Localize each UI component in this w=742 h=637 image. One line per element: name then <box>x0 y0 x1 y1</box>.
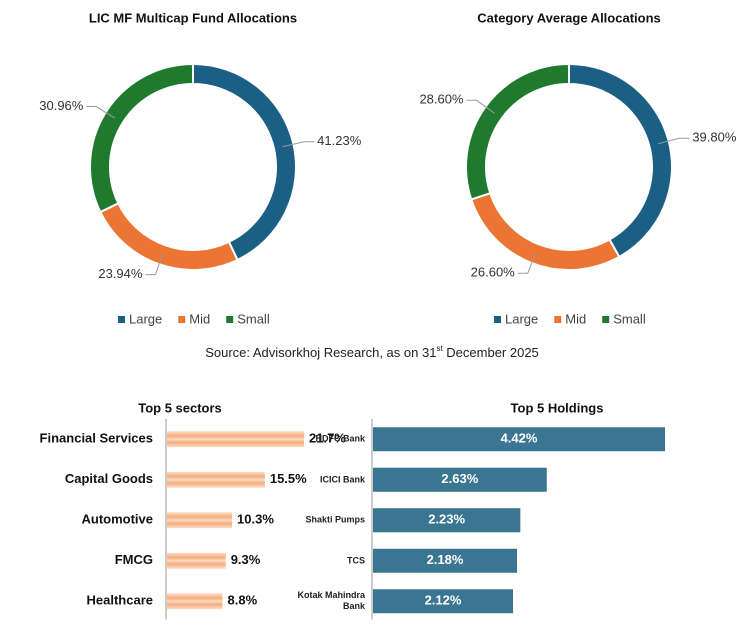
data-label: 28.60% <box>419 92 464 107</box>
legend-label: Mid <box>189 311 210 326</box>
source-suffix: December 2025 <box>443 345 539 360</box>
data-label: 8.8% <box>228 593 258 608</box>
chart-title: Category Average Allocations <box>477 10 661 25</box>
data-label: 4.42% <box>501 431 538 446</box>
bar <box>167 512 233 529</box>
legend-swatch <box>178 316 186 323</box>
legend-label: Mid <box>565 311 586 326</box>
data-label: 2.18% <box>427 552 464 567</box>
data-label: 21.7% <box>309 431 346 446</box>
data-label: 41.23% <box>317 133 362 148</box>
chart-title: Top 5 sectors <box>138 400 222 415</box>
leader-line <box>282 141 315 148</box>
legend-swatch <box>554 316 562 323</box>
legend-label: Small <box>613 311 646 326</box>
bar <box>373 548 518 573</box>
y-tick-label: TCS <box>347 555 365 566</box>
y-tick-label: Capital Goods <box>65 471 153 486</box>
y-tick-label: Kotak Mahindra Bank <box>297 590 365 612</box>
data-label: 23.94% <box>98 266 143 281</box>
bar <box>373 427 665 452</box>
legend-label: Large <box>129 311 162 326</box>
bar <box>373 467 547 492</box>
source-text: Source: Advisorkhoj Research, as on 31 <box>205 345 436 360</box>
data-label: 2.12% <box>425 593 462 608</box>
leader-line <box>466 99 495 114</box>
data-label: 30.96% <box>39 98 84 113</box>
bar <box>167 431 304 448</box>
data-label: 39.80% <box>692 130 737 145</box>
leader-line <box>657 137 690 145</box>
legend-swatch <box>226 316 234 323</box>
leader-line <box>517 252 537 274</box>
legend-swatch <box>602 316 610 323</box>
data-label: 2.23% <box>428 512 465 527</box>
bar <box>167 593 223 610</box>
chart-title: Top 5 Holdings <box>511 400 604 415</box>
leader-line <box>86 106 116 119</box>
donut-slice <box>89 62 194 214</box>
source-sup: st <box>436 344 443 353</box>
bar <box>167 471 265 488</box>
y-tick-label: FMCG <box>115 552 153 567</box>
y-tick-label: HDFC Bank <box>315 433 365 444</box>
source-note: Source: Advisorkhoj Research, as on 31st… <box>205 344 539 360</box>
y-tick-label: Healthcare <box>87 593 153 608</box>
legend-swatch <box>118 316 125 323</box>
y-tick-label: ICICI Bank <box>319 474 365 485</box>
donut-slice <box>192 62 297 262</box>
data-label: 2.63% <box>441 471 478 486</box>
data-label: 26.60% <box>471 265 516 280</box>
legend-label: Small <box>237 311 270 326</box>
data-label: 9.3% <box>231 552 261 567</box>
bar <box>167 552 226 569</box>
chart-title: LIC MF Multicap Fund Allocations <box>89 10 297 25</box>
bar <box>373 508 521 533</box>
data-label: 10.3% <box>237 512 274 527</box>
donut-slice <box>469 191 621 271</box>
donut-slice <box>99 201 239 271</box>
donut-slice <box>465 62 570 201</box>
y-tick-label: Financial Services <box>40 431 153 446</box>
y-tick-label: Shakti Pumps <box>305 514 365 525</box>
legend-label: Large <box>505 311 538 326</box>
bar <box>373 589 514 614</box>
legend-swatch <box>494 316 501 323</box>
leader-line <box>145 253 164 276</box>
donut-slice <box>568 62 673 259</box>
y-tick-label: Automotive <box>82 512 154 527</box>
data-label: 15.5% <box>270 471 307 486</box>
